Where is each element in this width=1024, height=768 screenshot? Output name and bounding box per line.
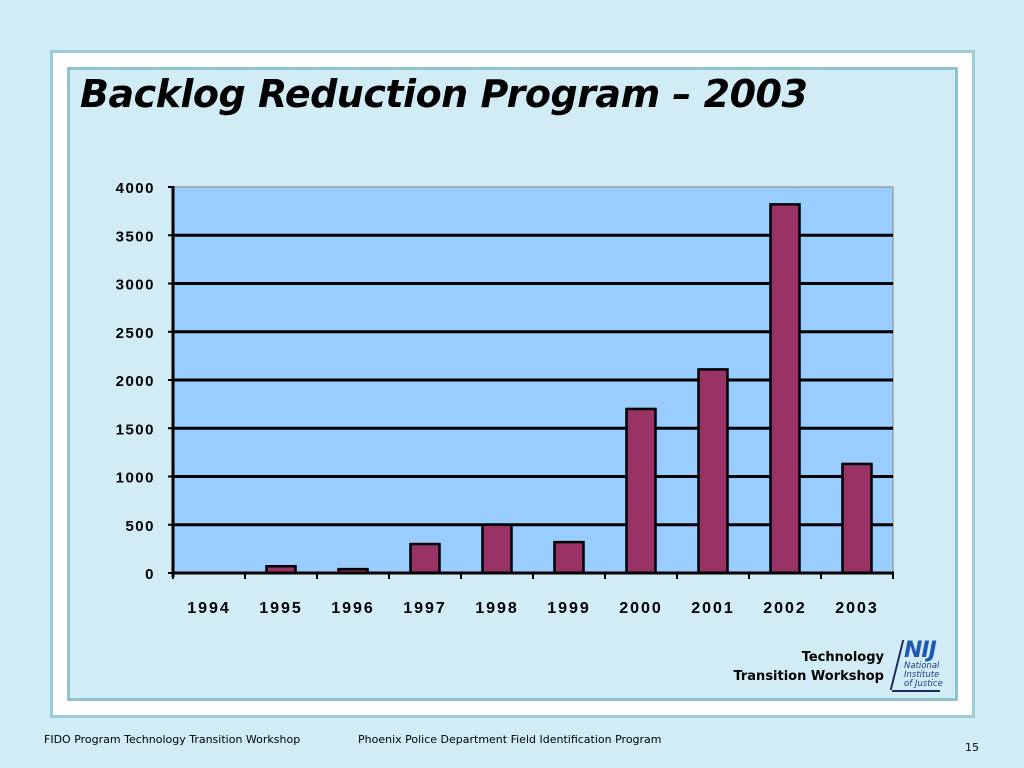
y-tick-label: 2000 (116, 373, 155, 390)
y-tick-label: 2500 (116, 325, 155, 342)
y-tick-label: 3500 (116, 228, 155, 245)
x-tick-label: 2002 (763, 600, 807, 617)
slide-number: 15 (965, 741, 979, 754)
branding-line-2: Transition Workshop (733, 669, 884, 684)
bar-2000 (625, 407, 657, 575)
x-tick-label: 1995 (259, 600, 303, 617)
nij-logo-slash (889, 640, 905, 690)
bar-1998 (481, 523, 513, 575)
x-tick-label: 1994 (187, 600, 231, 617)
branding-line-1: Technology (801, 650, 884, 665)
x-tick-label: 1996 (331, 600, 375, 617)
x-tick-label: 1998 (475, 600, 519, 617)
bar-1997 (409, 542, 441, 575)
slide-title: Backlog Reduction Program – 2003 (80, 72, 808, 116)
nij-logo-mark: NIJ (904, 638, 937, 663)
y-tick-label: 4000 (116, 180, 155, 197)
x-axis-ticks: 1994 1995 1996 1997 1998 1999 2000 2001 2002 2003 (172, 573, 894, 617)
nij-logo: NIJ National Institute of Justice (889, 638, 950, 694)
y-tick-label: 1500 (116, 421, 155, 438)
footer-middle-text: Phoenix Police Department Field Identifi… (358, 733, 662, 746)
nij-sub-line-1: National (904, 661, 940, 671)
workshop-branding: Technology Transition Workshop (733, 648, 884, 686)
x-tick-label: 2000 (619, 600, 663, 617)
nij-logo-underline (892, 690, 940, 692)
bar-2001 (697, 368, 729, 575)
x-tick-label: 2001 (691, 600, 735, 617)
x-tick-label: 1999 (547, 600, 591, 617)
nij-logo-subtitle: National Institute of Justice (904, 662, 943, 689)
bar-1999 (553, 540, 585, 575)
y-tick-label: 500 (125, 518, 155, 535)
nij-sub-line-3: of Justice (904, 679, 943, 689)
y-axis-ticks: 0 500 1000 1500 2000 2500 3000 3500 4000 (116, 180, 173, 583)
bar-2003 (841, 462, 873, 575)
bar-2002 (769, 203, 801, 575)
nij-sub-line-2: Institute (904, 670, 940, 680)
y-tick-label: 1000 (116, 470, 155, 487)
y-tick-label: 0 (145, 566, 155, 583)
y-tick-label: 3000 (116, 277, 155, 294)
x-tick-label: 1997 (403, 600, 447, 617)
x-tick-label: 2003 (835, 600, 879, 617)
bars (265, 203, 873, 575)
footer-left-text: FIDO Program Technology Transition Works… (44, 733, 301, 746)
